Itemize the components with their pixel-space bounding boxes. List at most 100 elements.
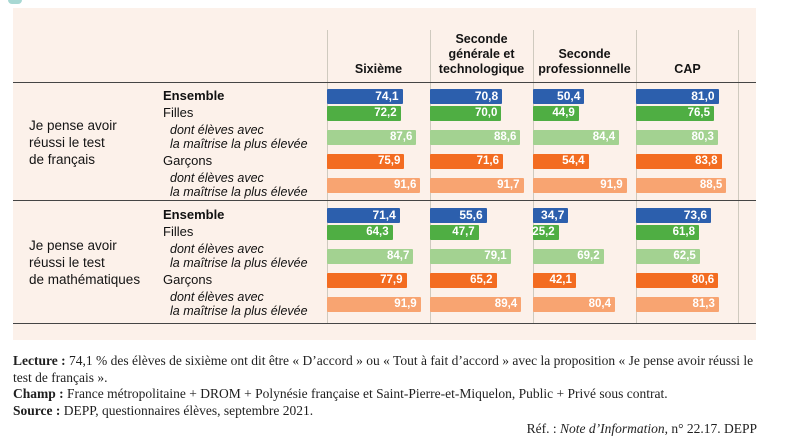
table-row: Garçons 77,9 65,2 42,1 80,6 bbox=[13, 272, 756, 288]
column-divider bbox=[636, 30, 637, 324]
row-label: Ensemble bbox=[163, 207, 225, 222]
table-row: Filles 64,3 47,7 25,2 61,8 bbox=[13, 224, 756, 240]
bar-cell: 34,7 bbox=[533, 207, 636, 223]
value-bar: 79,1 bbox=[430, 248, 511, 264]
bar-cell: 84,4 bbox=[533, 122, 636, 152]
bar-cell: 83,8 bbox=[636, 153, 739, 169]
value-bar: 80,6 bbox=[636, 272, 719, 288]
value-bar: 91,6 bbox=[327, 177, 421, 193]
group-title-mathematiques: Je pense avoir réussi le test de mathéma… bbox=[29, 238, 141, 287]
bar-cell: 71,6 bbox=[430, 153, 533, 169]
ref-prefix: Réf. : bbox=[526, 421, 560, 436]
ref-suffix: , n° 22.17. DEPP bbox=[664, 421, 757, 436]
bar-cell: 65,2 bbox=[430, 272, 533, 288]
value-bar: 50,4 bbox=[533, 88, 585, 104]
bar-cell: 75,9 bbox=[327, 153, 430, 169]
value-bar: 70,0 bbox=[430, 105, 502, 121]
table-row: dont élèves avec la maîtrise la plus éle… bbox=[13, 241, 756, 271]
row-label: Garçons bbox=[163, 272, 213, 287]
value-bar: 81,3 bbox=[636, 296, 719, 312]
bar-cell: 50,4 bbox=[533, 88, 636, 104]
bar-cell: 81,0 bbox=[636, 88, 739, 104]
bar-cell: 62,5 bbox=[636, 241, 739, 271]
bar-cell: 76,5 bbox=[636, 105, 739, 121]
bar-cell: 55,6 bbox=[430, 207, 533, 223]
column-header-seconde-gt: Seconde générale et technologique bbox=[438, 32, 525, 76]
bar-cell: 89,4 bbox=[430, 289, 533, 319]
group-rows: Ensemble 71,4 55,6 34,7 73,6 Filles 64,3 47,7 25… bbox=[13, 202, 756, 323]
column-divider bbox=[533, 30, 534, 324]
value-bar: 91,9 bbox=[533, 177, 627, 193]
source-note: Source : DEPP, questionnaires élèves, se… bbox=[13, 403, 757, 420]
bar-cell: 70,8 bbox=[430, 88, 533, 104]
bar-cell: 47,7 bbox=[430, 224, 533, 240]
source-label: Source : bbox=[13, 402, 61, 418]
value-bar: 80,4 bbox=[533, 296, 615, 312]
value-bar: 25,2 bbox=[532, 224, 559, 240]
bar-cell: 91,9 bbox=[327, 289, 430, 319]
group-title-francais: Je pense avoir réussi le test de françai… bbox=[29, 117, 117, 167]
row-label: dont élèves avec la maîtrise la plus éle… bbox=[170, 290, 308, 318]
bar-cell: 74,1 bbox=[327, 88, 430, 104]
value-bar: 84,7 bbox=[327, 248, 414, 264]
ref-title: Note d’Information bbox=[559, 421, 665, 436]
value-bar: 71,6 bbox=[430, 153, 503, 169]
bar-cell: 44,9 bbox=[533, 105, 636, 121]
value-bar: 61,8 bbox=[636, 224, 699, 240]
column-header-sixieme: Sixième bbox=[354, 62, 403, 76]
table-row: Ensemble 71,4 55,6 34,7 73,6 bbox=[13, 207, 756, 223]
bar-cell: 71,4 bbox=[327, 207, 430, 223]
value-bar: 83,8 bbox=[636, 153, 722, 169]
value-bar: 84,4 bbox=[533, 129, 620, 145]
value-bar: 76,5 bbox=[636, 105, 714, 121]
bar-cell: 87,6 bbox=[327, 122, 430, 152]
row-label: Ensemble bbox=[163, 88, 225, 103]
row-label: dont élèves avec la maîtrise la plus éle… bbox=[170, 123, 308, 151]
table-row: Filles 72,2 70,0 44,9 76,5 bbox=[13, 105, 756, 121]
bar-cell: 80,6 bbox=[636, 272, 739, 288]
value-bar: 75,9 bbox=[327, 153, 405, 169]
value-bar: 55,6 bbox=[430, 207, 487, 223]
lecture-label: Lecture : bbox=[13, 353, 66, 368]
value-bar: 87,6 bbox=[327, 129, 417, 145]
bar-cell: 72,2 bbox=[327, 105, 430, 121]
column-header-row: Sixième Seconde générale et technologiqu… bbox=[13, 8, 756, 83]
bar-cell: 88,5 bbox=[636, 170, 739, 200]
bar-cell: 81,3 bbox=[636, 289, 739, 319]
column-header-seconde-pro: Seconde professionnelle bbox=[538, 47, 631, 76]
table-row: dont élèves avec la maîtrise la plus éle… bbox=[13, 170, 756, 200]
bar-cell: 70,0 bbox=[430, 105, 533, 121]
lecture-text: 74,1 % des élèves de sixième ont dit êtr… bbox=[13, 353, 754, 385]
value-bar: 89,4 bbox=[430, 296, 522, 312]
bar-cell: 80,4 bbox=[533, 289, 636, 319]
column-divider bbox=[430, 30, 431, 324]
value-bar: 91,9 bbox=[327, 296, 421, 312]
bar-cell: 25,2 bbox=[532, 224, 636, 240]
group-rows: Ensemble 74,1 70,8 50,4 81,0 Filles 72,2 70,0 44… bbox=[13, 84, 756, 200]
bar-cell: 84,7 bbox=[327, 241, 430, 271]
bar-cell: 80,3 bbox=[636, 122, 739, 152]
column-divider bbox=[738, 30, 739, 324]
group-mathematiques: Je pense avoir réussi le test de mathéma… bbox=[13, 202, 756, 324]
bar-cell: 64,3 bbox=[327, 224, 430, 240]
row-label: Filles bbox=[163, 224, 194, 239]
bar-cell: 73,6 bbox=[636, 207, 739, 223]
value-bar: 47,7 bbox=[430, 224, 479, 240]
value-bar: 88,5 bbox=[636, 177, 727, 193]
champ-label: Champ : bbox=[13, 386, 64, 401]
bar-cell: 42,1 bbox=[533, 272, 636, 288]
champ-note: Champ : France métropolitaine + DROM + P… bbox=[13, 386, 757, 403]
value-bar: 34,7 bbox=[533, 207, 569, 223]
bar-cell: 88,6 bbox=[430, 122, 533, 152]
column-divider bbox=[327, 30, 328, 324]
bar-cell: 91,7 bbox=[430, 170, 533, 200]
bar-cell: 79,1 bbox=[430, 241, 533, 271]
value-bar: 64,3 bbox=[327, 224, 393, 240]
source-text: DEPP, questionnaires élèves, septembre 2… bbox=[60, 402, 314, 418]
bar-cell: 54,4 bbox=[533, 153, 636, 169]
value-bar: 80,3 bbox=[636, 129, 718, 145]
table-row: Ensemble 74,1 70,8 50,4 81,0 bbox=[13, 88, 756, 104]
value-bar: 65,2 bbox=[430, 272, 497, 288]
column-header-cap: CAP bbox=[674, 62, 701, 76]
